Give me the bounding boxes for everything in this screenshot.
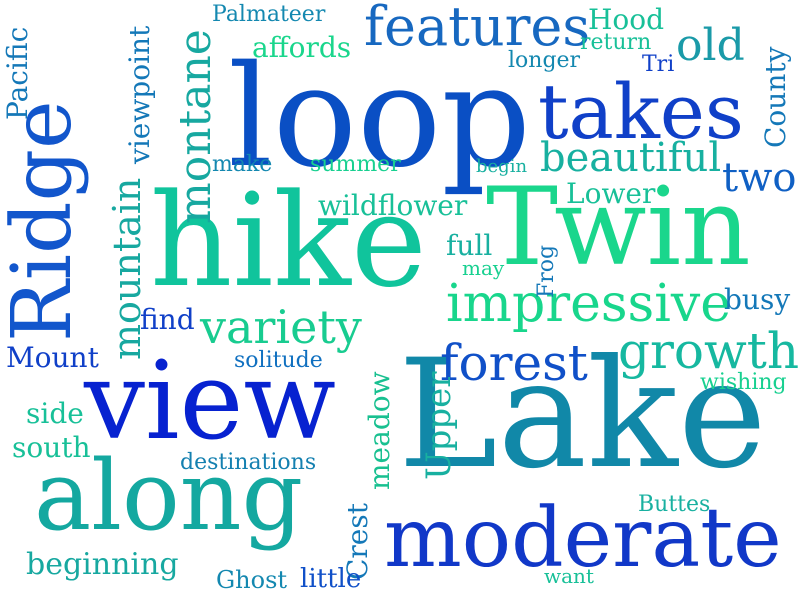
word-palmateer: Palmateer (212, 2, 326, 27)
word-viewpoint: viewpoint (123, 25, 156, 164)
word-hike: hike (150, 167, 427, 316)
word-county: County (759, 46, 792, 148)
word-beginning: beginning (26, 547, 179, 582)
word-forest: forest (440, 334, 588, 392)
word-hood: Hood (588, 3, 665, 36)
word-moderate: moderate (384, 491, 782, 586)
word-longer: longer (508, 48, 581, 73)
word-view: view (84, 339, 336, 464)
word-side: side (26, 397, 84, 430)
word-old: old (676, 20, 745, 71)
word-features: features (364, 0, 591, 58)
word-destinations: destinations (180, 450, 317, 475)
word-two: two (722, 155, 797, 201)
word-variety: variety (200, 300, 362, 354)
word-along: along (34, 440, 304, 552)
word-little: little (300, 564, 362, 594)
word-tri: Tri (642, 52, 675, 77)
word-ghost: Ghost (216, 566, 288, 594)
word-impressive: impressive (446, 274, 732, 334)
word-meadow: meadow (363, 371, 396, 490)
word-lake: Lake (398, 328, 767, 502)
word-growth: growth (618, 322, 800, 380)
word-want: want (544, 564, 594, 588)
word-loop: loop (228, 36, 531, 199)
word-pacific: Pacific (1, 26, 34, 120)
word-may: may (462, 256, 505, 280)
word-buttes: Buttes (638, 492, 711, 517)
word-affords: affords (252, 31, 352, 64)
word-montane: montane (170, 29, 221, 224)
word-find: find (140, 303, 195, 336)
word-lower: Lower (566, 177, 656, 210)
word-full: full (446, 229, 493, 262)
word-upper: Upper (419, 371, 459, 480)
word-wildflower: wildflower (318, 189, 468, 222)
word-south: south (12, 431, 91, 464)
word-frog: Frog (534, 244, 559, 298)
word-summer: summer (310, 152, 401, 177)
word-twin: Twin (486, 165, 751, 290)
word-make: make (212, 152, 273, 177)
word-wishing: wishing (700, 370, 787, 395)
word-beautiful: beautiful (540, 135, 722, 181)
word-ridge: Ridge (0, 100, 90, 342)
word-mount: Mount (6, 341, 99, 374)
word-begin: begin (476, 156, 528, 177)
word-busy: busy (724, 283, 791, 316)
word-return: return (580, 30, 652, 55)
word-solitude: solitude (234, 348, 323, 373)
word-takes: takes (538, 67, 744, 156)
